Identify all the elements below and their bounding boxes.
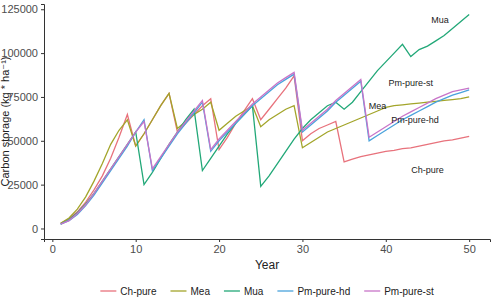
tick-mark bbox=[41, 141, 44, 142]
tick: 30 bbox=[297, 239, 309, 255]
tick-mark bbox=[469, 239, 470, 242]
y-axis-title: Carbon storage (kg * ha⁻¹) bbox=[0, 57, 11, 187]
tick: 0 bbox=[50, 239, 56, 255]
axis-line bbox=[45, 240, 491, 243]
tick: 25000 bbox=[7, 179, 44, 191]
series-line bbox=[61, 74, 469, 224]
legend-label: Mua bbox=[244, 286, 264, 297]
legend-swatch bbox=[277, 290, 293, 291]
tick-label: 50 bbox=[464, 243, 476, 255]
legend-swatch bbox=[224, 290, 240, 291]
annotation: Mua bbox=[431, 15, 449, 25]
tick-mark bbox=[41, 185, 44, 186]
legend-item: Mea bbox=[170, 286, 210, 297]
tick-mark bbox=[41, 53, 44, 54]
tick-mark bbox=[386, 239, 387, 242]
tick-label: 40 bbox=[380, 243, 392, 255]
tick-label: 10 bbox=[130, 243, 142, 255]
tick: 50 bbox=[464, 239, 476, 255]
legend-item: Pm-pure-hd bbox=[277, 286, 350, 297]
tick: 10 bbox=[130, 239, 142, 255]
series-line bbox=[61, 72, 469, 224]
tick: 125000 bbox=[1, 3, 44, 15]
legend-label: Mea bbox=[190, 286, 210, 297]
legend: Ch-pure Mea Mua Pm-pure-hd Pm-pure-st bbox=[100, 286, 434, 297]
legend-item: Ch-pure bbox=[100, 286, 157, 297]
legend-swatch bbox=[170, 290, 186, 291]
tick: 75000 bbox=[7, 91, 44, 103]
legend-label: Ch-pure bbox=[120, 286, 157, 297]
tick-mark bbox=[302, 239, 303, 242]
x-axis: 0 10 20 30 40 50 bbox=[45, 239, 491, 255]
tick-label: 50000 bbox=[7, 135, 38, 147]
tick-label: 25000 bbox=[7, 179, 38, 191]
tick-label: 30 bbox=[297, 243, 309, 255]
tick-mark bbox=[41, 9, 44, 10]
tick-label: 0 bbox=[32, 222, 38, 234]
tick-mark bbox=[41, 97, 44, 98]
series-line bbox=[61, 76, 469, 223]
tick-mark bbox=[41, 228, 44, 229]
tick: 40 bbox=[380, 239, 392, 255]
annotation: Ch-pure bbox=[411, 165, 444, 175]
tick-label: 125000 bbox=[1, 3, 38, 15]
annotation: Pm-pure-hd bbox=[391, 115, 439, 125]
legend-label: Pm-pure-st bbox=[384, 286, 434, 297]
tick-mark bbox=[136, 239, 137, 242]
legend-label: Pm-pure-hd bbox=[297, 286, 350, 297]
lines bbox=[61, 15, 469, 225]
tick-label: 0 bbox=[50, 243, 56, 255]
legend-item: Pm-pure-st bbox=[364, 286, 434, 297]
annotation: Mea bbox=[369, 101, 387, 111]
tick: 20 bbox=[213, 239, 225, 255]
tick-mark bbox=[219, 239, 220, 242]
legend-item: Mua bbox=[224, 286, 264, 297]
x-axis-title: Year bbox=[255, 258, 279, 272]
legend-swatch bbox=[364, 290, 380, 291]
tick-mark bbox=[52, 239, 53, 242]
tick-label: 20 bbox=[213, 243, 225, 255]
annotation: Pm-pure-st bbox=[389, 78, 434, 88]
series-line bbox=[61, 15, 469, 225]
legend-swatch bbox=[100, 290, 116, 291]
plot-area: 010203040500250005000075000100000125000M… bbox=[1, 3, 490, 255]
chart: 010203040500250005000075000100000125000M… bbox=[0, 0, 500, 299]
tick: 0 bbox=[32, 222, 44, 234]
axis-line bbox=[41, 5, 45, 240]
tick-label: 75000 bbox=[7, 91, 38, 103]
tick: 50000 bbox=[7, 135, 44, 147]
